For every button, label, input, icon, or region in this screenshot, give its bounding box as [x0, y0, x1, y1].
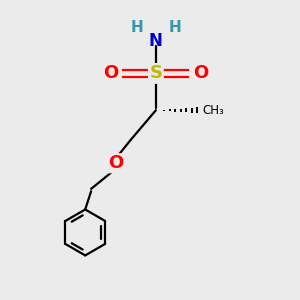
Text: H: H: [130, 20, 143, 35]
Text: O: O: [109, 154, 124, 172]
Text: N: N: [149, 32, 163, 50]
Text: H: H: [169, 20, 182, 35]
Text: S: S: [149, 64, 162, 82]
Text: O: O: [103, 64, 119, 82]
Text: O: O: [193, 64, 208, 82]
Text: CH₃: CH₃: [202, 104, 224, 117]
